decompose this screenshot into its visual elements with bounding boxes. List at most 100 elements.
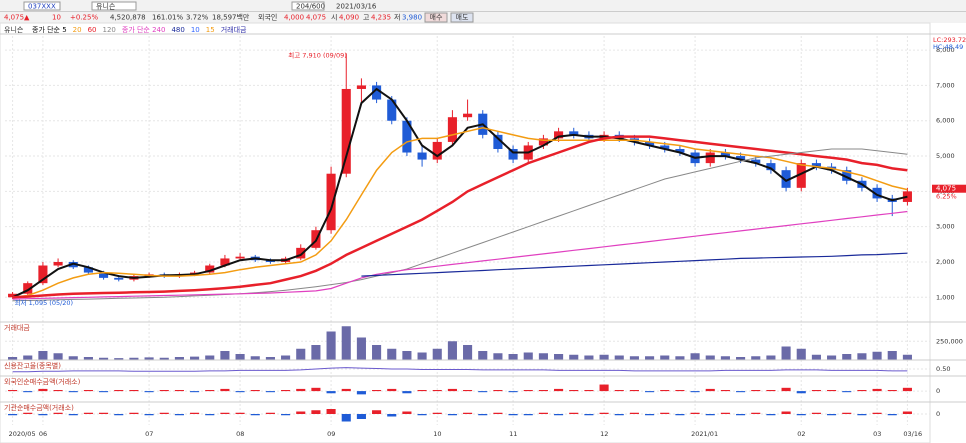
candle-body — [811, 163, 821, 167]
y-tick-label: 5,000 — [936, 152, 955, 160]
y-tick-label: 250,000 — [936, 337, 963, 345]
x-tick-label: 10 — [433, 430, 441, 438]
max-annotation: 최고 7,910 (09/09) — [288, 50, 347, 59]
min-annotation: 최저 1,095 (05/20) — [15, 298, 74, 307]
candle-body — [205, 265, 215, 273]
bar — [827, 355, 837, 360]
bar — [311, 345, 321, 360]
trade-button-label[interactable]: 매도 — [456, 14, 469, 22]
bar — [463, 345, 473, 360]
bar — [827, 390, 837, 392]
quote-volume: 4,520,878 — [110, 14, 146, 22]
bar — [235, 391, 245, 393]
bar — [463, 412, 473, 414]
bar — [811, 354, 821, 360]
bar — [675, 414, 685, 416]
candle-body — [736, 156, 746, 160]
quote-ask: 4,075 — [306, 14, 326, 22]
bar — [690, 391, 700, 393]
bar — [417, 414, 427, 416]
chart-title: 유니슨 — [4, 25, 24, 34]
bar — [447, 388, 457, 392]
candle-body — [447, 117, 457, 142]
bar — [857, 390, 867, 392]
candle-body — [8, 293, 18, 298]
candle-body — [402, 120, 412, 153]
candle-body — [235, 256, 245, 259]
bar — [281, 355, 291, 360]
bar — [508, 354, 518, 360]
bar — [205, 355, 215, 360]
candle-body — [114, 277, 124, 280]
chart-frame — [0, 22, 931, 443]
current-price-tag — [932, 184, 966, 193]
bar — [902, 411, 912, 414]
line — [361, 252, 908, 277]
bar — [887, 414, 897, 416]
bar — [281, 390, 291, 392]
x-tick-label: 03 — [873, 430, 881, 438]
bar — [842, 354, 852, 360]
bar — [326, 331, 336, 360]
bar — [690, 353, 700, 360]
name-box[interactable] — [91, 1, 137, 11]
bar — [736, 391, 746, 393]
bar — [569, 412, 579, 414]
trade-button-label[interactable]: 매수 — [430, 14, 443, 22]
bar — [523, 390, 533, 392]
x-tick-label: 2021/01 — [691, 430, 718, 438]
bar — [705, 388, 715, 392]
bar — [144, 357, 154, 360]
y-tick-label: 7,000 — [936, 81, 955, 89]
bar — [129, 390, 139, 392]
bar — [190, 412, 200, 414]
bar — [508, 391, 518, 393]
bar — [68, 414, 78, 416]
y-tick-label: 6,000 — [936, 117, 955, 125]
bar — [387, 414, 397, 417]
y-tick-label: 8,000 — [936, 46, 955, 54]
bar — [402, 351, 412, 360]
quote-low-label: 저 — [394, 13, 400, 22]
bar — [538, 390, 548, 392]
bar — [675, 356, 685, 360]
quote-turnover: 3.72% — [186, 14, 209, 22]
bar — [8, 357, 18, 360]
bar — [356, 391, 366, 395]
code-box[interactable] — [23, 1, 61, 11]
bar — [265, 357, 275, 360]
trade-button[interactable] — [424, 12, 448, 23]
panel-title: 거래대금 — [4, 323, 30, 332]
candle-body — [296, 247, 306, 259]
bar — [887, 351, 897, 360]
candle-body — [432, 141, 442, 160]
candle-body — [781, 170, 791, 188]
count-box[interactable] — [291, 1, 325, 11]
bar — [159, 412, 169, 414]
bar — [99, 412, 109, 414]
bar — [281, 414, 291, 416]
bar — [99, 391, 109, 393]
bar — [296, 411, 306, 414]
x-tick-label: 09 — [327, 430, 335, 438]
current-price: 4,075 — [936, 185, 956, 193]
bar — [432, 348, 442, 360]
y-tick-label: 2,000 — [936, 258, 955, 266]
bar — [250, 356, 260, 360]
y-tick-label: 0.50 — [936, 365, 950, 373]
bar — [235, 412, 245, 414]
trade-button[interactable] — [450, 12, 474, 23]
bar — [493, 353, 503, 360]
bar — [311, 410, 321, 414]
bar — [629, 356, 639, 360]
candle-body — [872, 187, 882, 199]
bar — [538, 412, 548, 414]
line — [12, 135, 908, 299]
legend-entry: 거래대금 — [221, 25, 247, 34]
x-tick-label: 08 — [236, 430, 244, 438]
bar — [690, 412, 700, 414]
bar — [842, 391, 852, 393]
bar — [326, 409, 336, 414]
candle-body — [463, 113, 473, 118]
